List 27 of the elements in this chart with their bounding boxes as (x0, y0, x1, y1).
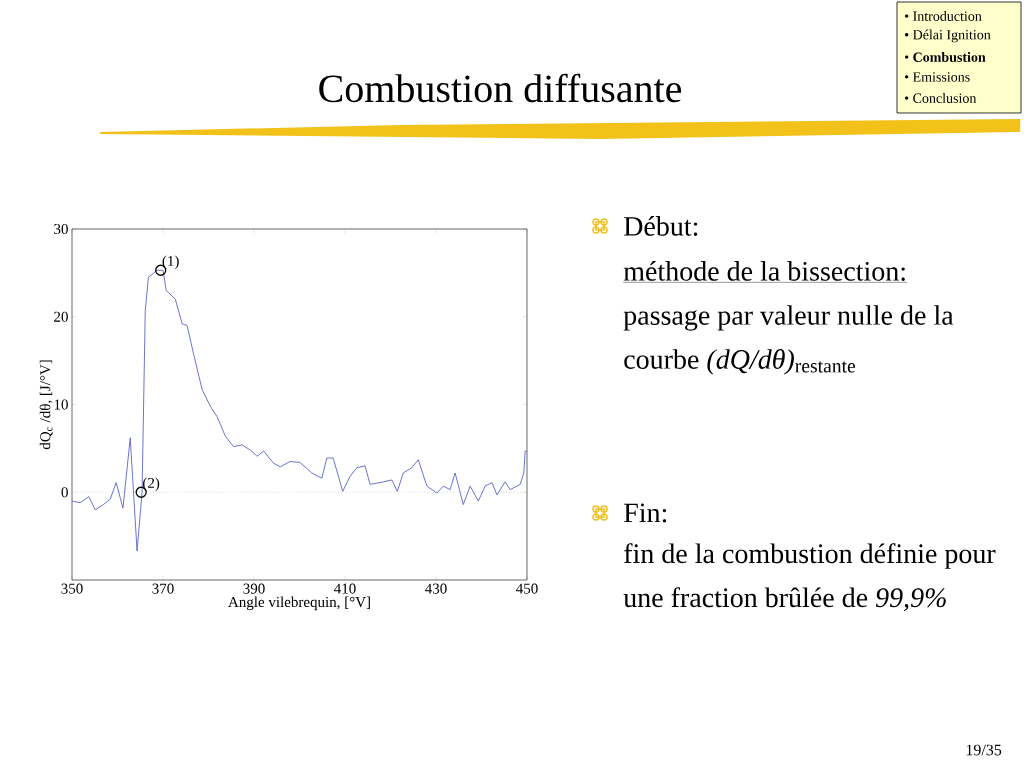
text: • Introduction (905, 11, 982, 21)
text: 19/35 (966, 744, 1002, 756)
x-tick-label: 450 (516, 583, 538, 594)
text: • Conclusion (905, 93, 977, 103)
text: • Délai Ignition (905, 29, 991, 43)
text: méthode de la bissection: (623, 261, 905, 281)
annotation: (2) (143, 477, 160, 492)
x-tick-label: 390 (243, 583, 265, 594)
x-tick-label: 410 (334, 583, 356, 594)
text: • Emissions (905, 72, 970, 82)
line-series (71, 269, 528, 552)
annotation: (1) (162, 255, 179, 270)
y-tick-label: 30 (54, 223, 68, 235)
text: • Combustion (905, 52, 986, 62)
chart-title: Combustion diffusante (319, 73, 682, 103)
y-tick-label: 20 (54, 311, 68, 322)
text: passage par valeur nulle de la courbe (dQ/dθ)$_{restante}$ (623, 305, 954, 375)
text: Début: (624, 216, 698, 236)
text: fin de la combustion définie pour une fraction brûlée de 99,9% (623, 543, 996, 612)
x-tick-label: 370 (152, 583, 174, 594)
x-tick-label: 350 (61, 583, 83, 594)
y-axis-title: dQ$_{c}$ /dθ, [J/°V] (39, 360, 53, 450)
x-axis-title: Angle vilebrequin, [°V] (228, 596, 370, 611)
x-tick-label: 430 (425, 583, 447, 594)
y-tick-label: 0 (61, 487, 68, 498)
text: Fin: (624, 503, 667, 523)
y-tick-label: 10 (54, 399, 68, 410)
